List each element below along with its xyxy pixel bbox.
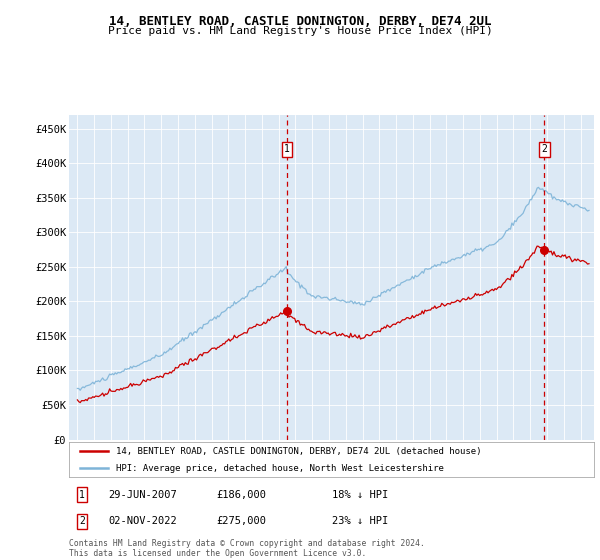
Text: £275,000: £275,000 <box>216 516 266 526</box>
Text: 29-JUN-2007: 29-JUN-2007 <box>109 490 177 500</box>
Text: 23% ↓ HPI: 23% ↓ HPI <box>331 516 388 526</box>
Text: HPI: Average price, detached house, North West Leicestershire: HPI: Average price, detached house, Nort… <box>116 464 444 473</box>
Text: 14, BENTLEY ROAD, CASTLE DONINGTON, DERBY, DE74 2UL (detached house): 14, BENTLEY ROAD, CASTLE DONINGTON, DERB… <box>116 446 482 456</box>
Text: Contains HM Land Registry data © Crown copyright and database right 2024.
This d: Contains HM Land Registry data © Crown c… <box>69 539 425 558</box>
Text: 1: 1 <box>79 490 85 500</box>
Text: 2: 2 <box>541 144 547 155</box>
Text: 2: 2 <box>79 516 85 526</box>
Text: Price paid vs. HM Land Registry's House Price Index (HPI): Price paid vs. HM Land Registry's House … <box>107 26 493 36</box>
Text: 18% ↓ HPI: 18% ↓ HPI <box>331 490 388 500</box>
Text: £186,000: £186,000 <box>216 490 266 500</box>
Text: 14, BENTLEY ROAD, CASTLE DONINGTON, DERBY, DE74 2UL: 14, BENTLEY ROAD, CASTLE DONINGTON, DERB… <box>109 15 491 28</box>
Text: 1: 1 <box>284 144 290 155</box>
Text: 02-NOV-2022: 02-NOV-2022 <box>109 516 177 526</box>
